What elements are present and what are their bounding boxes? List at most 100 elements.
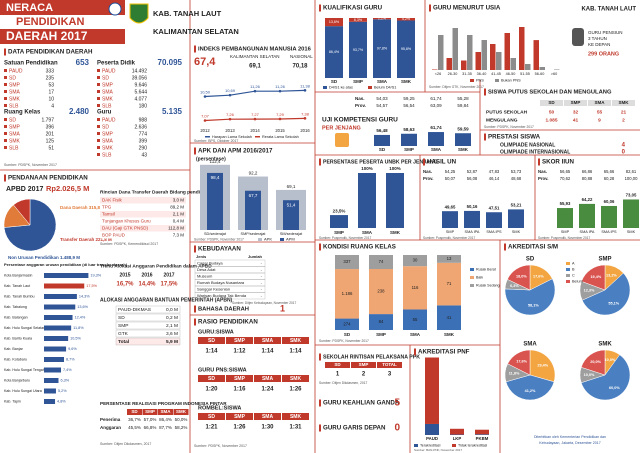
label: SLB — [102, 152, 112, 158]
table-head — [254, 375, 281, 382]
value-label: 29,4% — [537, 363, 548, 367]
label: GTK — [118, 331, 129, 337]
table-head — [377, 362, 402, 368]
label: SLB — [9, 145, 19, 151]
label: 180 — [139, 103, 148, 109]
label: Anggaran — [100, 425, 121, 430]
label: 39.056 — [132, 75, 148, 81]
value-label: 71 — [447, 281, 452, 286]
source: Sumber: Puspendik, November 2017 — [423, 236, 475, 240]
label: DAK Fisik — [102, 198, 123, 203]
x-tick-label: SMA IPA — [580, 230, 595, 234]
bar — [425, 357, 439, 424]
label: SD — [102, 75, 109, 81]
section-title: SKOR IIUN — [542, 159, 575, 166]
bar — [325, 18, 343, 27]
value-label: 93,7% — [353, 48, 364, 52]
pie-label: Dana Daerah 315,8 M — [60, 205, 105, 210]
bar — [283, 200, 299, 230]
label: - — [261, 280, 263, 285]
label: Kab. Kotabaru — [4, 357, 27, 361]
big-number: 1 — [280, 303, 285, 313]
legend-entry: A — [572, 262, 575, 266]
bar — [486, 212, 502, 228]
section-title: SEKOLAH RINTISAN PELAKSANA PPK — [323, 354, 420, 360]
label: 10 — [48, 96, 54, 102]
legend-entry: Baik — [476, 275, 483, 279]
label: 0,2 M — [166, 315, 178, 321]
x-tick-label: SMA — [377, 79, 388, 84]
label: SD — [102, 124, 109, 130]
bar — [557, 208, 573, 228]
legend-swatch — [566, 262, 570, 265]
big-number: 5 — [394, 398, 400, 409]
label: APBD 2017 — [6, 186, 43, 193]
x-tick-label: SMA IPS — [601, 230, 617, 234]
value-label: 112,4 — [210, 159, 221, 164]
label: Prov. — [538, 176, 548, 181]
label: 9.646 — [134, 82, 147, 88]
value-label: 7,27 — [251, 112, 260, 117]
label: 55 — [597, 109, 603, 115]
x-tick-label: SMA IPS — [486, 230, 502, 234]
section-title: KEBUDAYAAN — [198, 246, 241, 253]
label: SMA — [262, 414, 274, 420]
source: Sumber: BPS, Oktober 2017 — [194, 139, 238, 143]
label: - — [261, 260, 263, 265]
x-tick-label: 2016 — [300, 128, 310, 133]
label: ROMBEL:SISWA — [198, 405, 241, 411]
x-tick-label: 31-35 — [462, 72, 472, 76]
pie-title: SMP — [598, 257, 611, 263]
value-label: 274 — [343, 321, 351, 326]
bullet — [4, 118, 7, 121]
title-marker — [194, 305, 196, 313]
pie-slice — [507, 349, 531, 376]
legend-swatch — [258, 238, 262, 241]
trend-value: 16,7% — [116, 282, 134, 288]
bar — [335, 255, 359, 270]
bar — [425, 423, 439, 435]
ratio-value: 1:14 — [205, 349, 218, 355]
icon — [572, 28, 584, 46]
table-border — [194, 292, 266, 300]
bar — [44, 294, 77, 299]
header-band-white — [0, 15, 125, 29]
legend-entry: Belum — [572, 280, 583, 284]
subsection-title: ALOKASI ANGGARAN BANTUAN PEMERINTAH (APB… — [100, 297, 233, 303]
table-head — [325, 362, 350, 368]
label: SMP — [359, 362, 369, 367]
value-label: 67,7 — [249, 193, 258, 198]
x-tick-label: <26 — [435, 72, 441, 76]
bar — [403, 266, 427, 310]
bar — [369, 255, 393, 270]
label: Prov. — [355, 103, 366, 108]
value-label: 12,3% — [584, 289, 595, 293]
label: SMP — [234, 414, 246, 420]
value-label: 17,5% — [86, 284, 97, 288]
label: 59,25 — [403, 96, 415, 101]
label: 3 TAHUN — [588, 36, 607, 41]
label: OLIMPIADE INTERNASIONAL — [500, 149, 570, 155]
table-head — [173, 409, 189, 415]
pie-slice — [529, 349, 556, 383]
value-label: 51,4 — [287, 202, 296, 207]
label: 0,0 M — [166, 307, 178, 313]
value-label: 60,0% — [609, 386, 620, 390]
label: OLIMPIADE NASIONAL — [500, 142, 555, 148]
title-marker — [319, 158, 321, 166]
label: 125 — [46, 138, 55, 144]
bar — [401, 133, 417, 146]
bullet — [4, 139, 7, 142]
label: Prov. — [423, 176, 433, 181]
x-tick-label: 2012 — [200, 128, 210, 133]
table-head — [282, 337, 309, 344]
label: Rumah Budaya Nusantara — [197, 280, 245, 285]
x-tick-label: SD — [344, 332, 351, 337]
label: 50 — [549, 109, 555, 115]
value-label: 47,51 — [489, 205, 500, 210]
label: SMK — [290, 338, 302, 344]
label: 43 — [141, 152, 147, 158]
label: Kab. Banjar — [4, 347, 24, 351]
label: 4 — [51, 103, 54, 109]
